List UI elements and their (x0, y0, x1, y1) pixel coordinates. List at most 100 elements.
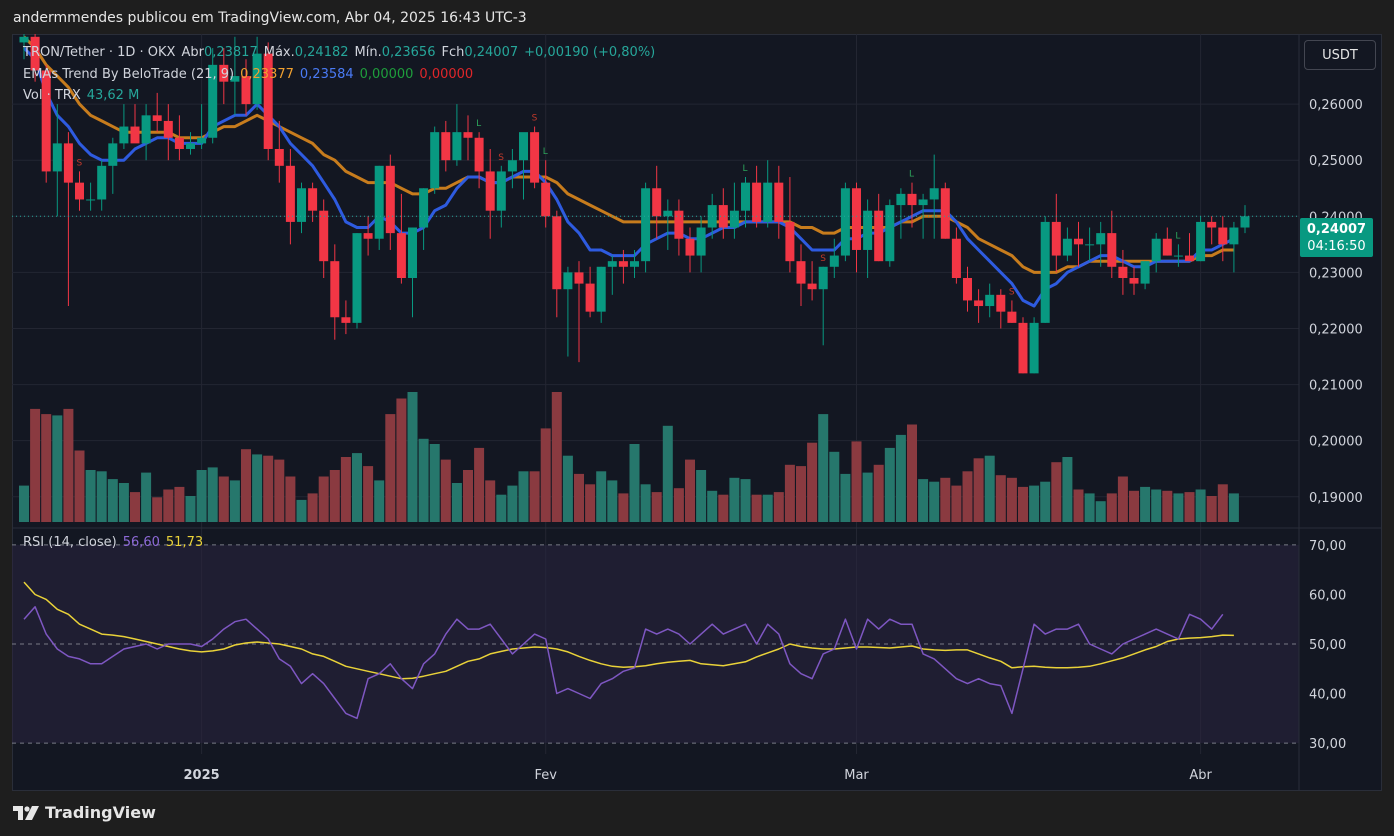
volume-name: Vol · TRX (23, 88, 81, 103)
time-tick-label: Abr (1189, 768, 1212, 783)
change-value: +0,00190 (+0,80%) (524, 45, 656, 60)
volume-bar (518, 471, 529, 522)
volume-bar (429, 444, 440, 522)
rsi-line (23, 606, 1224, 720)
long-signal-label: L (1175, 231, 1180, 241)
volume-bar (30, 408, 41, 522)
candle-body (186, 143, 195, 149)
price-tick-label: 0,25000 (1309, 154, 1363, 169)
volume-bar (729, 477, 740, 522)
volume-bar (1206, 496, 1217, 522)
footer-brand-label: TradingView (45, 803, 156, 822)
candle-body (563, 272, 573, 290)
volume-bar (1228, 493, 1239, 522)
candle-body (763, 182, 773, 222)
quote-currency-button[interactable]: USDT (1304, 40, 1376, 70)
ema-extra2-value: 0,00000 (419, 67, 474, 82)
candle-body (108, 143, 118, 166)
volume-bar (507, 485, 518, 522)
rsi-legend: RSI (14, close) 56,60 51,73 (23, 535, 209, 550)
short-signal-label: S (498, 153, 504, 163)
candle-body (408, 227, 417, 278)
candle-body (1062, 238, 1072, 256)
high-label: Máx. (263, 45, 295, 60)
volume-bar (1151, 489, 1162, 522)
candle-body (1085, 244, 1095, 246)
volume-bar (962, 471, 973, 522)
volume-bar (918, 479, 929, 522)
volume-bar (1129, 490, 1139, 522)
volume-bar (1051, 462, 1062, 522)
candle-body (1218, 227, 1228, 245)
candle-body (774, 182, 784, 222)
candle-body (197, 137, 207, 144)
candle-body (352, 233, 362, 323)
volume-bar (1195, 489, 1206, 522)
volume-bar (762, 494, 773, 522)
candle-body (1040, 221, 1050, 323)
bar-countdown: 04:16:50 (1307, 238, 1366, 254)
candle-body (19, 36, 29, 43)
candle-body (496, 171, 506, 211)
volume-bar (1040, 481, 1051, 522)
volume-bar (185, 496, 196, 522)
candle-body (519, 132, 528, 161)
candle-body (1029, 322, 1039, 374)
candle-body (929, 188, 939, 200)
candle-body (674, 210, 684, 239)
volume-bar (740, 479, 751, 522)
candle-body (41, 70, 51, 172)
candle-body (30, 36, 40, 71)
candle-body (752, 182, 762, 222)
volume-bar (1062, 457, 1073, 522)
candle-body (1162, 238, 1172, 256)
short-signal-label: S (1009, 287, 1015, 297)
candle-body (485, 171, 495, 211)
symbol-legend: TRON/Tether · 1D · OKX Abr0,23817 Máx.0,24… (23, 45, 661, 60)
short-signal-label: S (820, 254, 826, 264)
candle-body (974, 300, 984, 307)
volume-bar (1073, 489, 1084, 522)
volume-bar (929, 481, 940, 522)
volume-bar (485, 480, 496, 522)
rsi-ma-value: 51,73 (165, 535, 204, 550)
candle-body (441, 132, 451, 161)
ema-legend: EMAs Trend By BeloTrade (21, 9) 0,23377 0,… (23, 67, 479, 82)
volume-bar (829, 451, 840, 522)
volume-bar (1029, 485, 1040, 522)
price-chart[interactable]: 0,260000,250000,240000,230000,220000,210… (12, 34, 1382, 791)
volume-bar (41, 414, 52, 522)
volume-bar (751, 494, 762, 522)
candle-body (1240, 216, 1250, 228)
candle-body (1229, 227, 1239, 245)
candle-body (308, 188, 318, 211)
volume-bar (385, 414, 396, 522)
candle-body (297, 188, 306, 222)
volume-bar (607, 480, 618, 522)
tradingview-logo-icon (13, 805, 39, 820)
candle-body (607, 261, 617, 267)
candle-body (263, 53, 273, 149)
volume-bar (807, 442, 818, 522)
candle-body (874, 210, 884, 262)
price-tick-label: 0,23000 (1309, 266, 1363, 281)
candle-body (52, 143, 62, 172)
footer-brand[interactable]: TradingView (13, 803, 156, 822)
long-signal-label: L (543, 147, 548, 157)
volume-bar (174, 486, 185, 522)
volume-bar (973, 458, 984, 522)
volume-bar (895, 434, 906, 522)
short-signal-label: S (532, 114, 538, 124)
volume-bar (629, 444, 640, 522)
candle-body (1096, 233, 1106, 245)
candle-body (652, 188, 662, 217)
volume-bar (995, 475, 1006, 522)
volume-bar (984, 455, 995, 522)
volume-bar (1018, 486, 1028, 522)
volume-bar (662, 425, 673, 522)
volume-bar (440, 459, 451, 522)
volume-bar (285, 476, 296, 522)
candle-body (507, 160, 517, 172)
candle-body (1007, 311, 1017, 323)
volume-bar (318, 476, 329, 522)
